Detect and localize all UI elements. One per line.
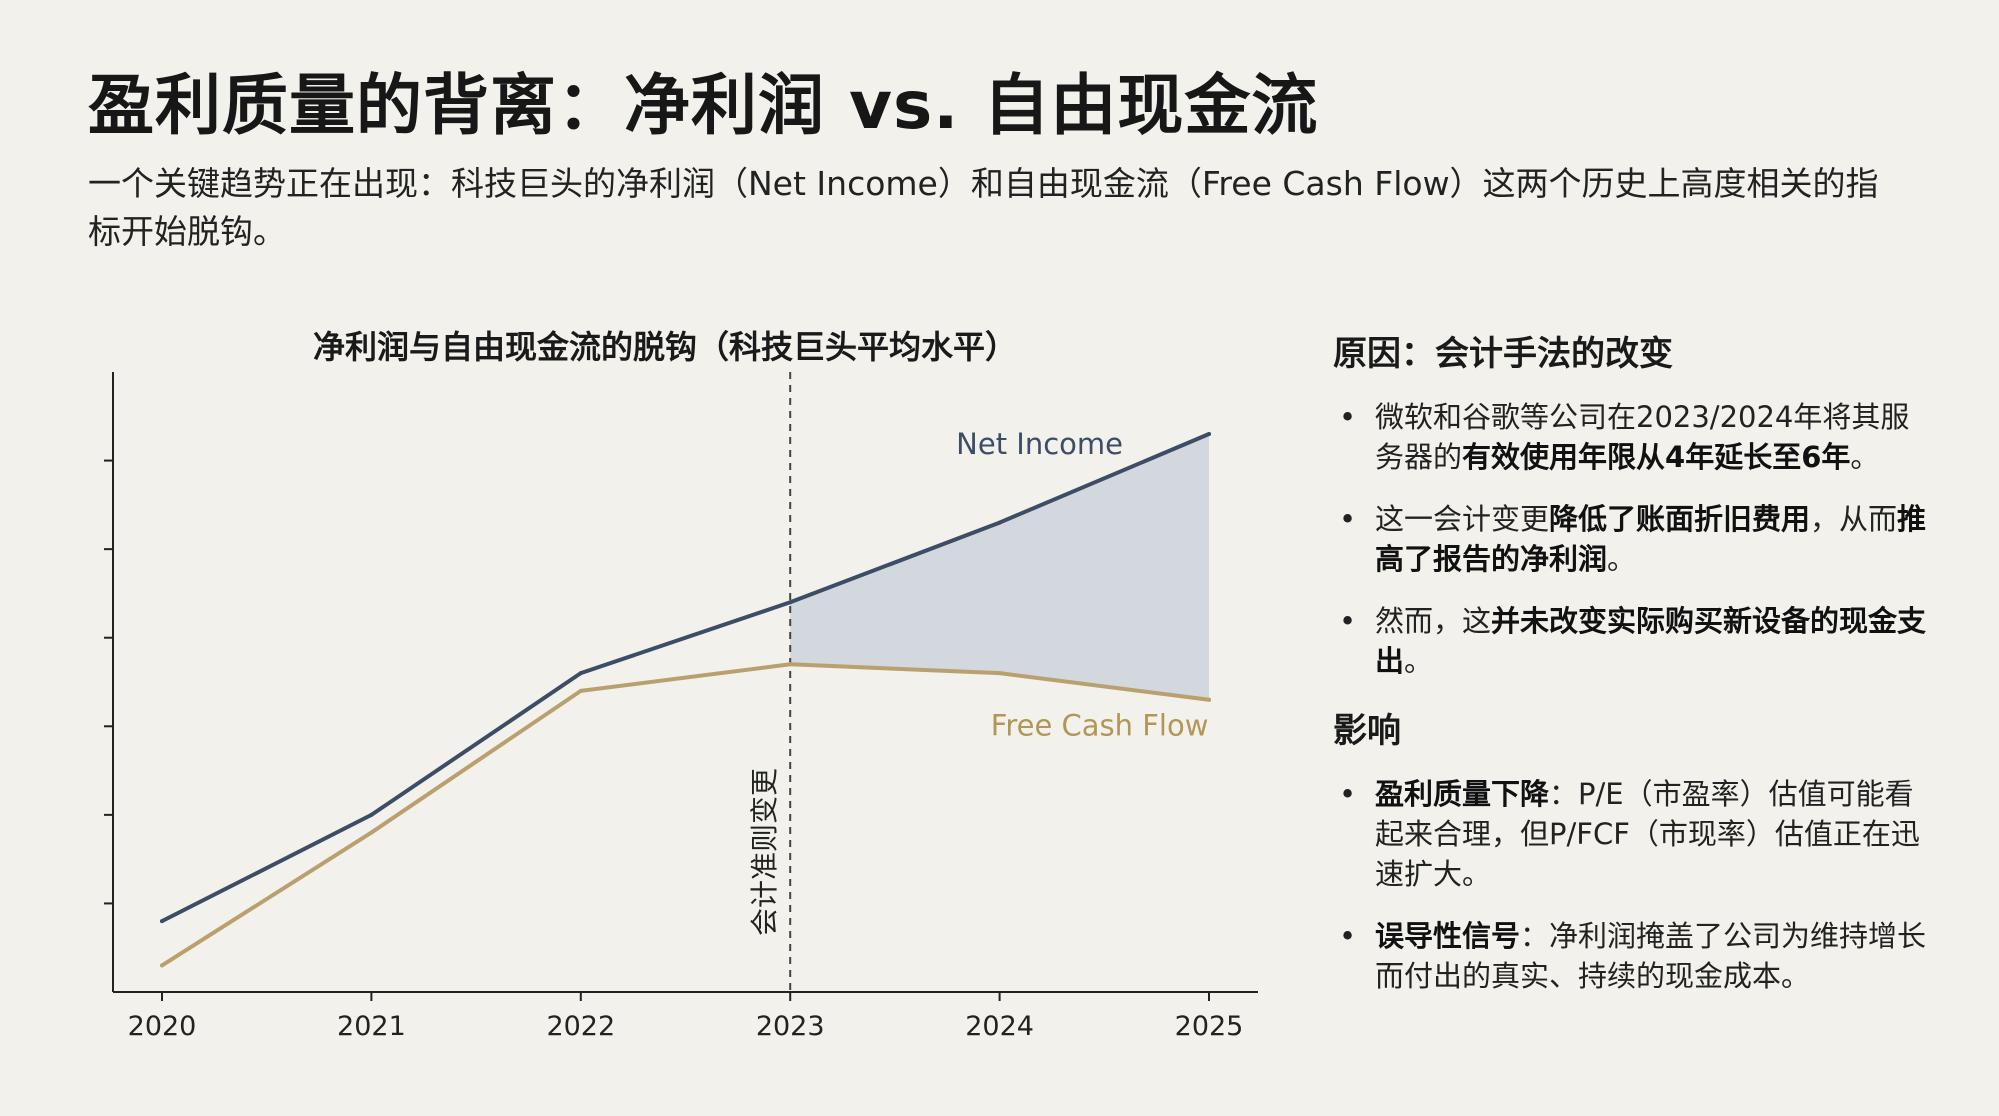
shaded-gap-area <box>790 434 1209 700</box>
impact-heading: 影响 <box>1333 711 1401 751</box>
free-cash-flow-point <box>369 830 374 835</box>
bullet-item: 误导性信号：净利润掩盖了公司为维持增长而付出的真实、持续的现金成本。 <box>1333 916 1933 996</box>
x-tick-label: 2023 <box>756 1011 825 1042</box>
free-cash-flow-point <box>578 688 583 693</box>
impact-list: 盈利质量下降：P/E（市盈率）估值可能看起来合理，但P/FCF（市现率）估值正在… <box>1333 774 1933 996</box>
x-tick-label: 2025 <box>1175 1011 1244 1042</box>
chart-title: 净利润与自由现金流的脱钩（科技巨头平均水平） <box>312 328 1017 366</box>
free-cash-flow-label: Free Cash Flow <box>991 709 1209 743</box>
net-income-label: Net Income <box>956 427 1123 461</box>
free-cash-flow-point <box>997 671 1002 676</box>
reason-heading: 原因：会计手法的改变 <box>1333 334 1673 374</box>
x-tick-label: 2021 <box>337 1011 406 1042</box>
free-cash-flow-line <box>160 662 1211 968</box>
net-income-point <box>369 812 374 817</box>
free-cash-flow-point <box>788 662 793 667</box>
page-title: 盈利质量的背离：净利润 vs. 自由现金流 <box>88 67 1319 144</box>
bullet-item: 这一会计变更降低了账面折旧费用，从而推高了报告的净利润。 <box>1333 499 1933 579</box>
bullet-item: 微软和谷歌等公司在2023/2024年将其服务器的有效使用年限从4年延长至6年。 <box>1333 397 1933 477</box>
bullet-item: 盈利质量下降：P/E（市盈率）估值可能看起来合理，但P/FCF（市现率）估值正在… <box>1333 774 1933 894</box>
net-income-point <box>160 919 164 924</box>
page-subtitle: 一个关键趋势正在出现：科技巨头的净利润（Net Income）和自由现金流（Fr… <box>88 164 1879 251</box>
x-tick-label: 2020 <box>128 1011 197 1042</box>
explanation-panel: 原因：会计手法的改变 微软和谷歌等公司在2023/2024年将其服务器的有效使用… <box>1333 326 1933 1018</box>
reason-list: 微软和谷歌等公司在2023/2024年将其服务器的有效使用年限从4年延长至6年。… <box>1333 397 1933 681</box>
net-income-point <box>788 600 793 605</box>
net-income-point <box>997 520 1002 525</box>
net-income-line <box>160 432 1211 924</box>
x-tick-label: 2022 <box>546 1011 615 1042</box>
free-cash-flow-point <box>160 963 164 968</box>
free-cash-flow-point <box>1207 697 1211 702</box>
net-income-point <box>578 671 583 676</box>
line-chart: 2020 2021 2022 2023 2024 2025 会计准则变更 Net Income… <box>104 372 1258 1042</box>
net-income-point <box>1207 432 1211 436</box>
x-tick-label: 2024 <box>965 1011 1034 1042</box>
policy-change-label: 会计准则变更 <box>748 768 781 936</box>
bullet-item: 然而，这并未改变实际购买新设备的现金支出。 <box>1333 601 1933 681</box>
